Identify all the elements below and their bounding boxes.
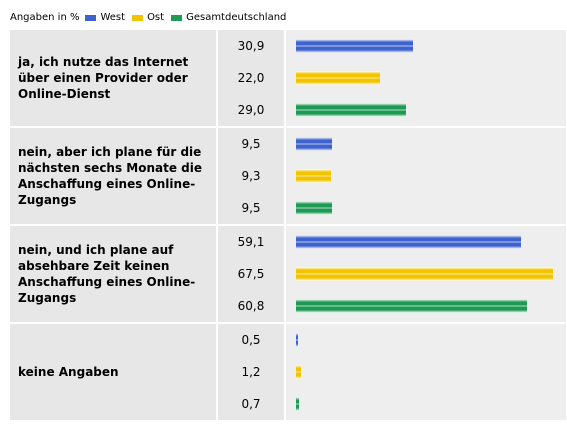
legend-item-gesamtdeutschland: Gesamtdeutschland xyxy=(171,12,286,23)
bar-row: 0,7 xyxy=(10,388,566,420)
bar-west xyxy=(296,333,298,347)
bar-ost xyxy=(296,267,553,281)
bar-gesamtdeutschland xyxy=(296,103,407,117)
bar-row: 22,0 xyxy=(10,62,566,94)
category-label: ja, ich nutze das Internet über einen Pr… xyxy=(10,30,216,126)
bar-row: 60,8 xyxy=(10,290,566,322)
legend-swatch-ost xyxy=(132,14,144,21)
bar-gesamtdeutschland xyxy=(296,397,299,411)
bar-group: nein, und ich plane auf absehbare Zeit k… xyxy=(10,226,566,324)
data-label-gesamtdeutschland: 60,8 xyxy=(218,290,284,322)
bar-track xyxy=(286,30,566,62)
legend-item-west: West xyxy=(85,12,125,23)
data-label-west: 9,5 xyxy=(218,128,284,160)
legend-label-gesamtdeutschland: Gesamtdeutschland xyxy=(186,12,287,23)
bar-track xyxy=(286,226,566,258)
category-label: nein, aber ich plane für die nächsten se… xyxy=(10,128,216,224)
data-label-ost: 22,0 xyxy=(218,62,284,94)
bar-west xyxy=(296,137,333,151)
data-label-ost: 9,3 xyxy=(218,160,284,192)
bar-track xyxy=(286,160,566,192)
bar-gesamtdeutschland xyxy=(296,299,528,313)
data-label-gesamtdeutschland: 29,0 xyxy=(218,94,284,126)
bar-ost xyxy=(296,71,380,85)
bar-group: ja, ich nutze das Internet über einen Pr… xyxy=(10,30,566,128)
category-label: nein, und ich plane auf absehbare Zeit k… xyxy=(10,226,216,322)
bar-group: nein, aber ich plane für die nächsten se… xyxy=(10,128,566,226)
legend-label-ost: Ost xyxy=(147,12,165,23)
bar-row: 30,9 xyxy=(10,30,566,62)
data-label-ost: 1,2 xyxy=(218,356,284,388)
bar-row: 0,5 xyxy=(10,324,566,356)
bar-track xyxy=(286,192,566,224)
bar-row: 9,5 xyxy=(10,192,566,224)
bar-track xyxy=(286,324,566,356)
bar-row: 9,5 xyxy=(10,128,566,160)
bar-row: 1,2 xyxy=(10,356,566,388)
data-label-gesamtdeutschland: 0,7 xyxy=(218,388,284,420)
bar-track xyxy=(286,128,566,160)
legend: Angaben in % West Ost Gesamtdeutschland xyxy=(10,12,293,23)
bar-row: 9,3 xyxy=(10,160,566,192)
bar-row: 59,1 xyxy=(10,226,566,258)
data-label-west: 0,5 xyxy=(218,324,284,356)
bar-row: 29,0 xyxy=(10,94,566,126)
bar-track xyxy=(286,290,566,322)
bar-track xyxy=(286,62,566,94)
data-label-west: 30,9 xyxy=(218,30,284,62)
bar-track xyxy=(286,356,566,388)
data-label-gesamtdeutschland: 9,5 xyxy=(218,192,284,224)
legend-swatch-gesamtdeutschland xyxy=(171,14,183,21)
bar-track xyxy=(286,94,566,126)
bar-ost xyxy=(296,169,332,183)
bar-track xyxy=(286,258,566,290)
data-label-ost: 67,5 xyxy=(218,258,284,290)
legend-item-ost: Ost xyxy=(132,12,164,23)
bar-track xyxy=(286,388,566,420)
bar-ost xyxy=(296,365,301,379)
bar-gesamtdeutschland xyxy=(296,201,333,215)
bar-group: keine Angaben 0,5 1,2 0,7 xyxy=(10,324,566,422)
category-label: keine Angaben xyxy=(10,324,216,420)
bar-row: 67,5 xyxy=(10,258,566,290)
legend-label-west: West xyxy=(100,12,126,23)
legend-swatch-west xyxy=(85,14,97,21)
bar-west xyxy=(296,39,414,53)
bar-west xyxy=(296,235,521,249)
data-label-west: 59,1 xyxy=(218,226,284,258)
legend-unit-label: Angaben in % xyxy=(10,12,80,23)
bar-chart: ja, ich nutze das Internet über einen Pr… xyxy=(10,30,566,422)
